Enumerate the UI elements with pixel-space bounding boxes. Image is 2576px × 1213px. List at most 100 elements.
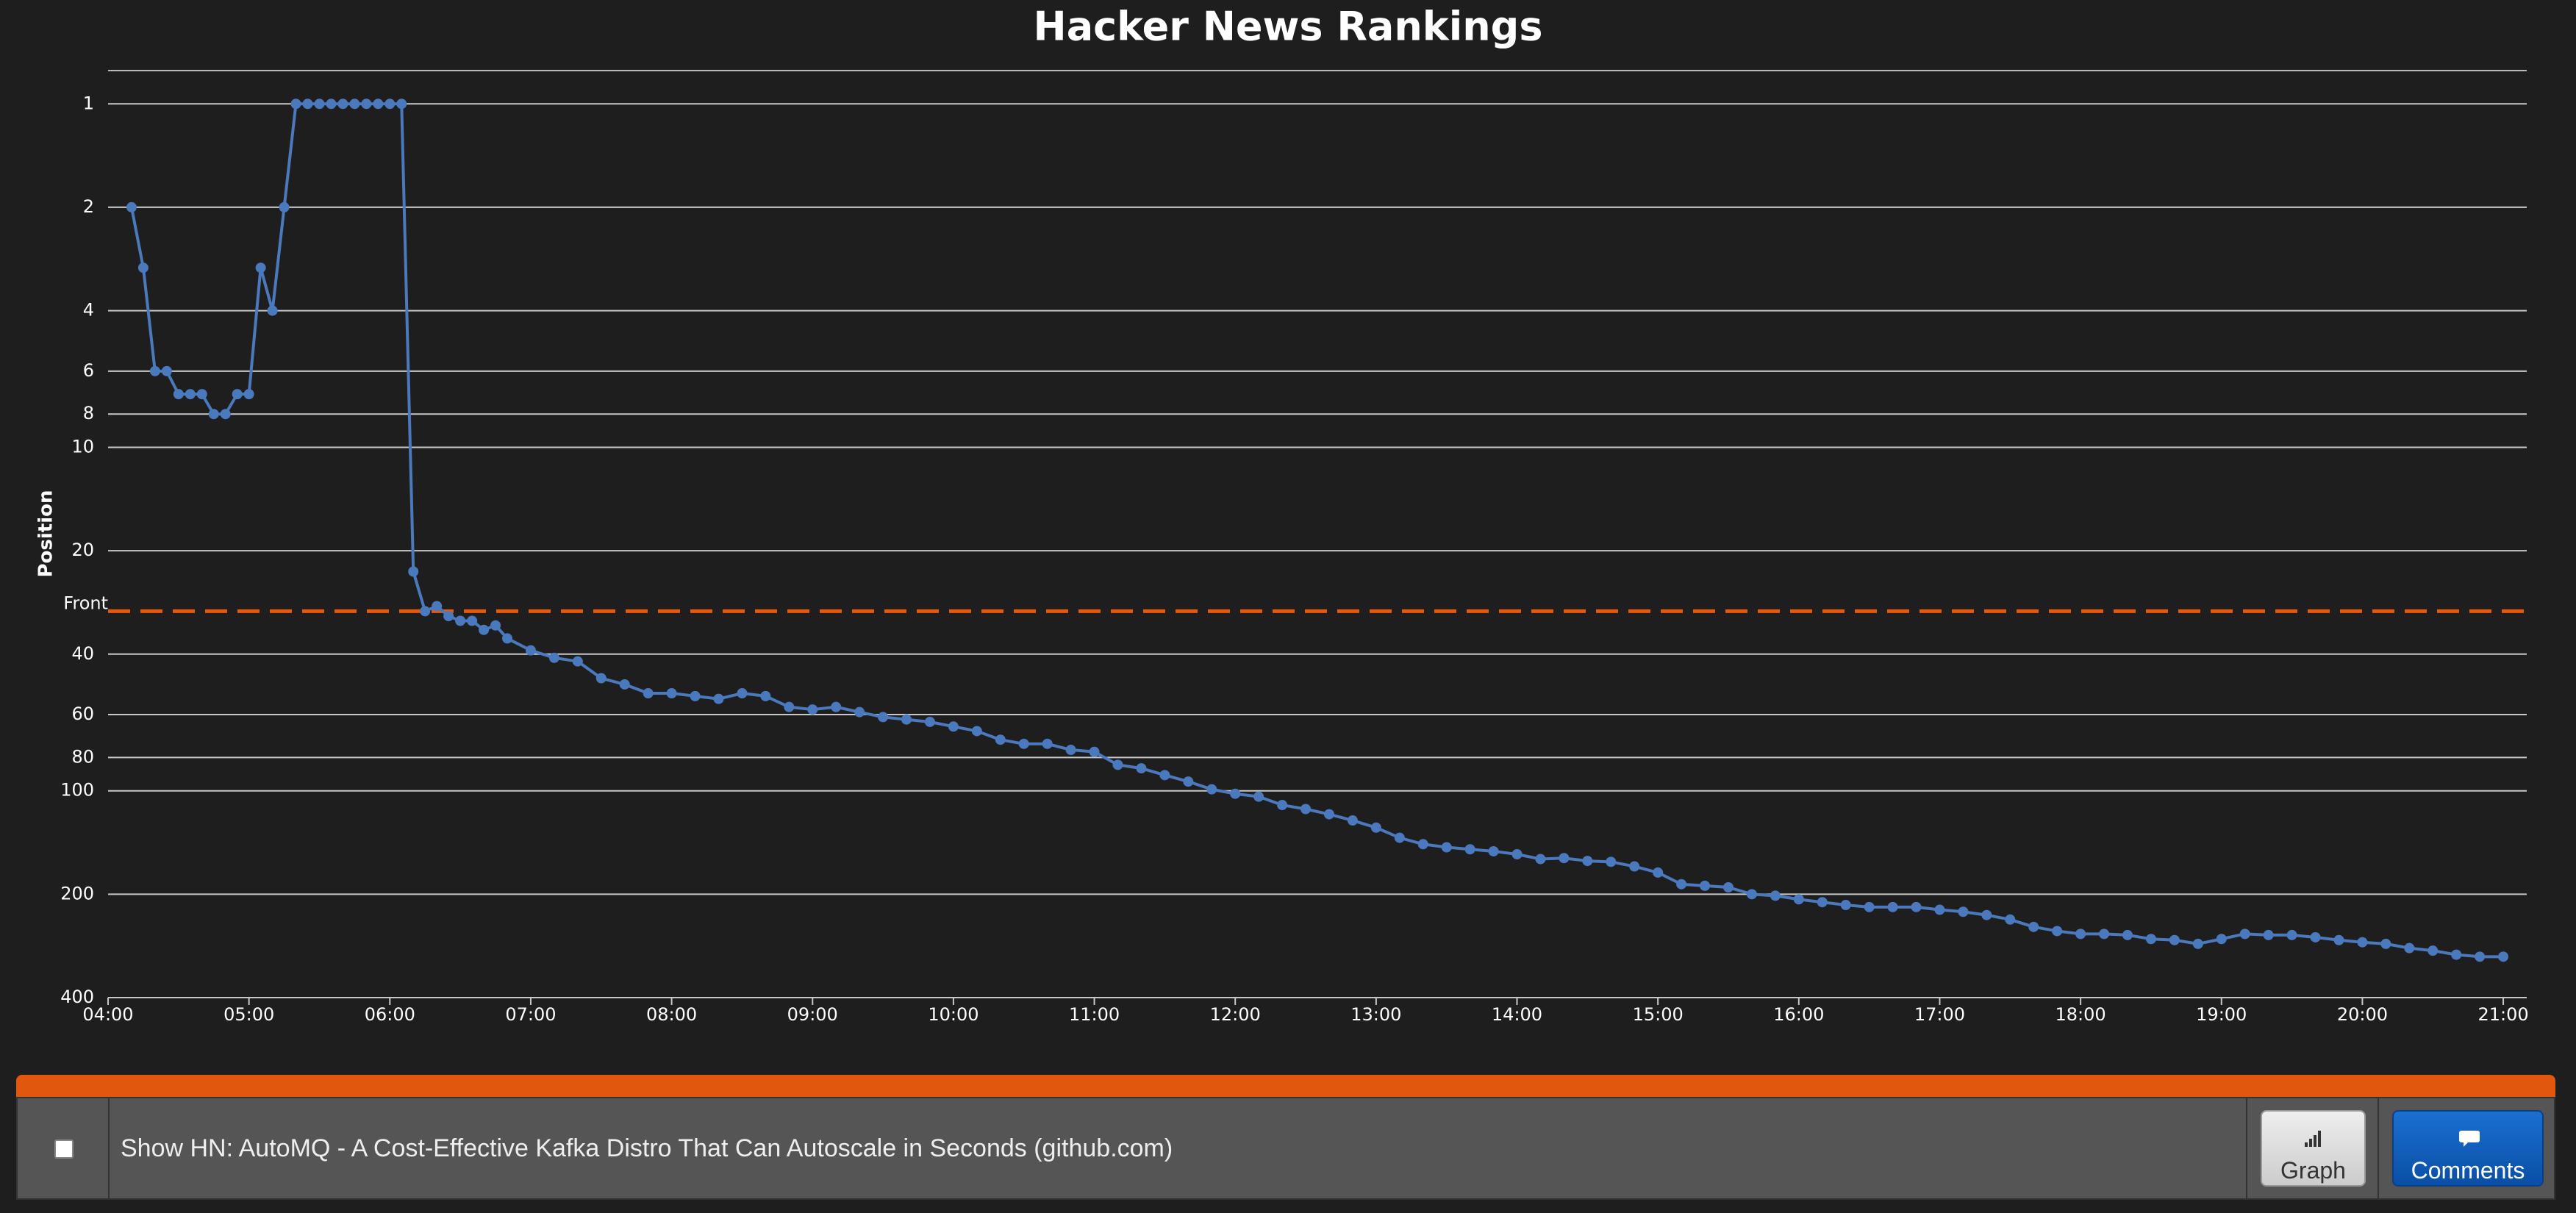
data-point <box>490 620 501 631</box>
data-point <box>1277 800 1288 811</box>
data-point <box>1488 845 1499 856</box>
y-tick-label: 400 <box>60 987 94 1007</box>
reference-label: Front <box>63 593 108 613</box>
data-point <box>279 201 290 212</box>
data-point <box>1230 788 1241 799</box>
data-point <box>1253 791 1264 802</box>
data-point <box>760 690 771 701</box>
data-point <box>2216 934 2227 945</box>
data-point <box>243 389 254 400</box>
data-point <box>290 99 301 110</box>
graph-icon <box>2305 1131 2321 1147</box>
comments-label: Comments <box>2411 1157 2525 1184</box>
x-tick-label: 05:00 <box>223 1004 274 1025</box>
data-point <box>2122 929 2133 940</box>
data-point <box>1793 894 1804 905</box>
data-point <box>408 566 419 577</box>
data-point <box>185 389 196 400</box>
data-point <box>1183 776 1194 787</box>
data-point <box>173 389 184 400</box>
data-point <box>1934 904 1945 915</box>
data-point <box>619 679 630 690</box>
data-point <box>1676 879 1687 890</box>
data-point <box>1840 900 1851 911</box>
data-point <box>548 652 559 663</box>
data-point <box>479 624 490 635</box>
data-point <box>1394 832 1405 843</box>
comments-icon <box>2459 1131 2480 1147</box>
header-bar <box>16 1075 2555 1097</box>
data-point <box>384 99 396 110</box>
chart-title: Hacker News Rankings <box>1034 4 1543 50</box>
data-point <box>1206 784 1217 795</box>
data-point <box>1606 856 1617 867</box>
data-point <box>1042 738 1053 749</box>
data-point <box>2286 929 2297 940</box>
data-point <box>1065 745 1076 756</box>
data-point <box>432 601 443 612</box>
data-point <box>2498 951 2509 962</box>
y-tick-label: 10 <box>71 436 94 457</box>
data-point <box>126 201 137 212</box>
data-point <box>455 615 466 626</box>
data-point <box>2192 938 2203 949</box>
data-point <box>255 262 266 273</box>
data-point <box>1653 867 1664 878</box>
graph-label: Graph <box>2280 1157 2346 1184</box>
data-point <box>2310 931 2321 942</box>
data-point <box>361 99 372 110</box>
data-point <box>572 656 583 667</box>
data-point <box>443 611 454 622</box>
x-tick-label: 12:00 <box>1210 1004 1261 1025</box>
data-point <box>2357 937 2368 948</box>
y-tick-label: 60 <box>71 704 94 724</box>
data-point <box>2451 949 2462 960</box>
data-point <box>878 712 889 723</box>
story-title[interactable]: Show HN: AutoMQ - A Cost-Effective Kafka… <box>121 1134 1173 1162</box>
data-point <box>326 99 337 110</box>
data-point <box>1089 746 1100 757</box>
data-point <box>1817 897 1828 908</box>
comments-button[interactable]: Comments <box>2392 1110 2544 1187</box>
y-tick-label: 80 <box>71 746 94 767</box>
checkbox[interactable] <box>54 1139 74 1159</box>
x-tick-label: 08:00 <box>646 1004 697 1025</box>
data-point <box>1112 759 1123 770</box>
data-point <box>1746 889 1757 900</box>
data-point <box>1958 906 1969 917</box>
data-point <box>2145 934 2156 945</box>
data-point <box>349 99 360 110</box>
data-point <box>901 714 912 725</box>
series-line <box>129 102 2504 959</box>
x-tick-label: 07:00 <box>505 1004 556 1025</box>
data-point <box>690 690 701 701</box>
data-point <box>948 721 959 732</box>
data-point <box>1370 822 1381 833</box>
data-point <box>161 365 172 376</box>
data-point <box>396 99 407 110</box>
data-point <box>420 606 431 617</box>
y-tick-label: 20 <box>71 540 94 560</box>
x-tick-label: 18:00 <box>2056 1004 2106 1025</box>
data-point <box>1700 880 1711 891</box>
data-point <box>831 701 842 712</box>
data-point <box>1911 901 1922 912</box>
data-point <box>1887 901 1898 912</box>
y-tick-label: 200 <box>60 883 94 904</box>
data-point <box>971 726 982 737</box>
y-tick-label: 40 <box>71 643 94 664</box>
data-point <box>924 716 935 727</box>
y-axis-label: Position <box>35 490 57 577</box>
data-point <box>1770 890 1781 901</box>
y-tick-label: 100 <box>60 780 94 801</box>
data-point <box>2099 928 2110 940</box>
data-point <box>1300 804 1312 815</box>
x-tick-label: 09:00 <box>787 1004 838 1025</box>
data-point <box>2475 951 2486 962</box>
data-point <box>1464 844 1475 855</box>
data-point <box>1722 882 1734 893</box>
x-tick-label: 21:00 <box>2477 1004 2528 1025</box>
y-tick-label: 2 <box>83 196 94 217</box>
graph-button[interactable]: Graph <box>2261 1110 2366 1187</box>
x-tick-label: 15:00 <box>1633 1004 1684 1025</box>
